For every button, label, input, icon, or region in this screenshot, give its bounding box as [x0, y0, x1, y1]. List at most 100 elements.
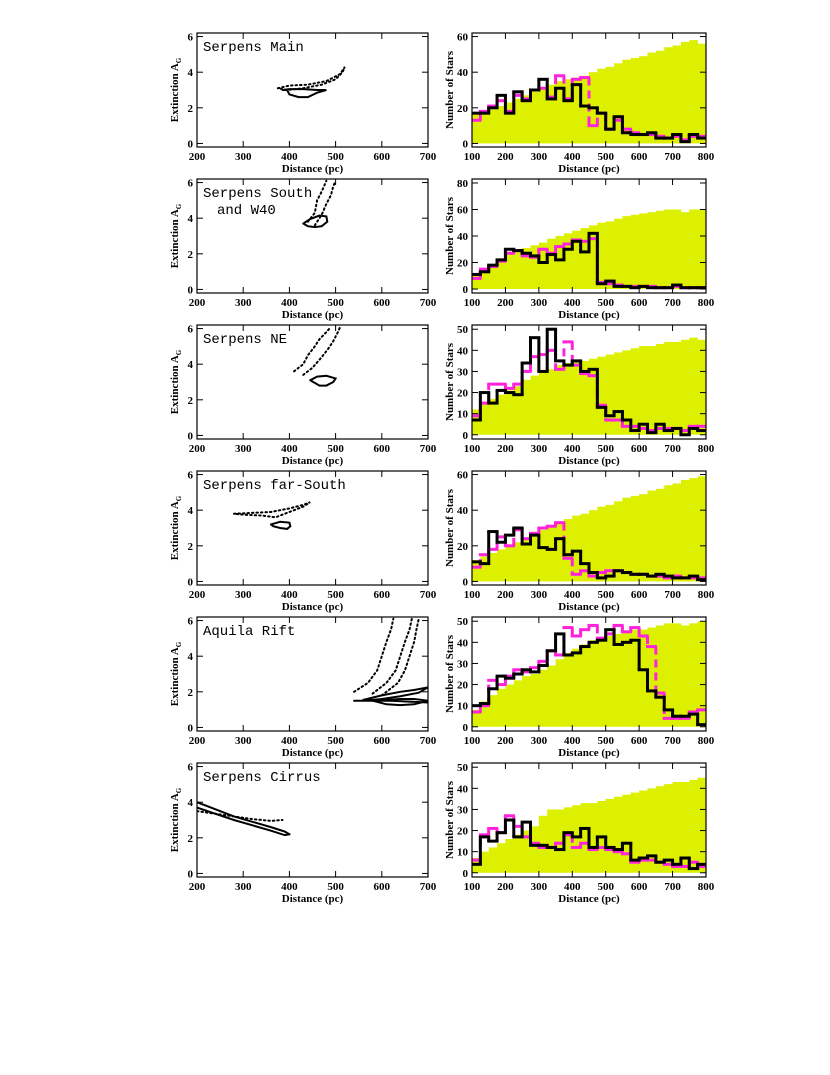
x-tick-label: 300 — [235, 589, 252, 601]
bar — [513, 542, 523, 582]
histogram-panel: 100 200 300 400 500 600 700 800 0 10 20 30 40 50 Dista… — [444, 616, 715, 759]
y-axis-label: Number of Stars — [444, 488, 456, 567]
contour — [276, 66, 346, 92]
bar — [572, 515, 581, 582]
y-tick-label: 0 — [188, 576, 194, 588]
y-axis-label: Extinction AG — [169, 787, 183, 852]
x-tick-label: 200 — [189, 881, 206, 893]
bar — [472, 560, 481, 582]
bar — [572, 77, 581, 144]
contour-panel: 200 300 400 500 600 700 0 2 4 6 Distance (pc) Extin… — [169, 32, 437, 175]
bar — [630, 214, 640, 290]
plot-frame — [196, 32, 429, 148]
bar — [480, 111, 490, 144]
y-tick-label: 2 — [188, 541, 194, 553]
bar — [530, 826, 540, 873]
bar — [672, 45, 682, 144]
x-tick-label: 500 — [327, 589, 344, 601]
x-tick-label: 200 — [497, 881, 514, 893]
y-axis-label-text: Number of Stars — [444, 634, 456, 713]
x-axis-label: Distance (pc) — [558, 893, 620, 905]
panel-title: and W40 — [217, 203, 276, 219]
bar — [597, 222, 607, 290]
y-tick-label: 4 — [188, 359, 194, 371]
y-tick-label: 2 — [188, 687, 194, 699]
bar — [655, 786, 665, 873]
x-tick-label: 800 — [698, 735, 715, 747]
bar — [522, 676, 531, 727]
bar — [605, 354, 615, 435]
contour — [371, 617, 413, 695]
bar — [472, 273, 481, 290]
x-tick-label: 700 — [420, 881, 437, 893]
x-tick-label: 800 — [698, 589, 715, 601]
panel-title: Serpens Main — [203, 40, 304, 56]
y-tick-label: 10 — [457, 847, 469, 859]
x-tick-label: 300 — [531, 881, 548, 893]
bar — [555, 809, 565, 873]
bar — [697, 209, 706, 290]
bar — [580, 360, 590, 435]
x-tick-label: 300 — [531, 297, 548, 309]
contour — [380, 617, 420, 697]
y-axis-label-text: Extinction A — [169, 355, 181, 414]
x-tick-label: 200 — [189, 589, 206, 601]
x-tick-label: 500 — [597, 881, 614, 893]
y-tick-label: 0 — [188, 722, 194, 734]
contour-panel: 200 300 400 500 600 700 0 2 4 6 Distance (pc) Extin… — [169, 470, 437, 613]
plot-area — [302, 179, 337, 229]
bar — [597, 638, 607, 727]
bar — [639, 56, 648, 144]
x-axis-label: Distance (pc) — [282, 747, 344, 759]
y-tick-label: 4 — [188, 505, 194, 517]
bar — [680, 479, 690, 582]
y-tick-label: 6 — [188, 616, 194, 628]
y-tick-label: 4 — [188, 651, 194, 663]
y-tick-label: 40 — [457, 783, 469, 795]
plot-area — [472, 327, 706, 437]
y-tick-label: 2 — [188, 249, 194, 261]
histogram-panel: 100 200 300 400 500 600 700 800 0 10 20 30 40 50 Dista… — [444, 762, 715, 905]
bar — [630, 629, 640, 727]
histogram-panel: 100 200 300 400 500 600 700 800 0 20 40 60 Distance … — [444, 32, 715, 175]
bar — [513, 98, 523, 144]
x-tick-label: 800 — [698, 443, 715, 455]
x-tick-label: 400 — [281, 735, 298, 747]
panel-title: Serpens South — [203, 186, 312, 202]
x-tick-label: 700 — [664, 881, 681, 893]
y-tick-label: 0 — [463, 722, 469, 734]
bar — [488, 265, 498, 290]
y-axis-label: Number of Stars — [444, 342, 456, 421]
bar — [689, 623, 698, 727]
bar — [563, 233, 573, 290]
bar — [538, 529, 548, 582]
x-tick-label: 200 — [189, 735, 206, 747]
y-axis-label-text: Number of Stars — [444, 488, 456, 567]
contour-panel: 200 300 400 500 600 700 0 2 4 6 Distance (pc) Extin… — [169, 324, 437, 467]
x-tick-label: 600 — [374, 881, 391, 893]
bar — [488, 847, 498, 873]
y-tick-label: 4 — [188, 67, 194, 79]
bar — [589, 803, 598, 873]
bar — [580, 803, 590, 873]
bar — [547, 369, 556, 435]
bar — [655, 625, 665, 727]
bar — [597, 506, 607, 582]
y-tick-label: 30 — [457, 366, 469, 378]
bar — [505, 545, 515, 582]
bar — [505, 102, 515, 144]
y-tick-label: 6 — [188, 762, 194, 774]
panel-title: Serpens NE — [203, 332, 287, 348]
bar — [605, 798, 615, 873]
plot-frame — [471, 762, 707, 878]
contour-panel: 200 300 400 500 600 700 0 2 4 6 Distance (pc) Extin… — [169, 762, 437, 905]
x-axis-label: Distance (pc) — [558, 747, 620, 759]
bar — [697, 621, 706, 727]
x-tick-label: 200 — [189, 151, 206, 163]
y-tick-label: 0 — [463, 284, 469, 296]
plot-frame — [196, 762, 429, 878]
x-tick-label: 300 — [235, 881, 252, 893]
plot-frame — [471, 324, 707, 440]
bar — [530, 245, 540, 290]
